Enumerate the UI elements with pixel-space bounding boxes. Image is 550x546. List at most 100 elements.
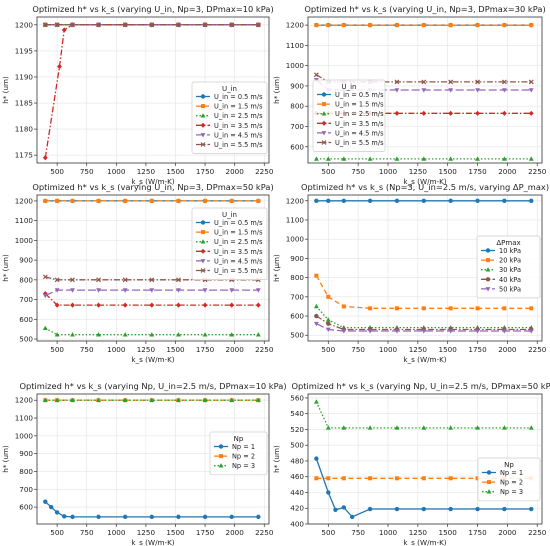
- data-point: [122, 288, 128, 293]
- x-tick-label: 1750: [196, 345, 215, 354]
- data-point: [314, 476, 319, 481]
- data-point: [394, 88, 400, 93]
- data-point: [123, 198, 128, 203]
- data-point: [218, 463, 224, 468]
- y-tick-label: 1200: [286, 196, 305, 205]
- data-point: [448, 506, 453, 512]
- x-tick-label: 750: [80, 528, 94, 537]
- data-point: [368, 306, 373, 311]
- data-point: [42, 293, 48, 299]
- x-tick-label: 500: [50, 345, 64, 354]
- x-tick-label: 1000: [107, 528, 126, 537]
- x-tick-label: 2250: [255, 345, 274, 354]
- data-point: [202, 332, 208, 337]
- legend-entry: 10 kPa: [499, 247, 521, 255]
- series-line: [315, 458, 532, 518]
- y-tick-label: 560: [290, 393, 304, 402]
- legend-box: [191, 81, 268, 154]
- data-point: [341, 329, 347, 334]
- y-tick-label: 500: [290, 441, 304, 450]
- data-point: [321, 92, 327, 97]
- data-point: [57, 63, 62, 70]
- data-point: [394, 425, 400, 430]
- data-point: [326, 294, 331, 299]
- data-point: [54, 288, 60, 293]
- data-point: [61, 27, 67, 33]
- axes-frame: [36, 194, 270, 342]
- y-tick-label: 1195: [15, 46, 33, 55]
- legend-title: Np: [234, 435, 244, 443]
- data-point: [341, 304, 346, 309]
- legend-entry: U_in = 5.5 m/s: [214, 267, 263, 275]
- data-point: [149, 332, 155, 337]
- data-point: [475, 110, 480, 116]
- y-tick-label: 1200: [15, 396, 34, 405]
- data-point: [367, 506, 373, 512]
- data-point: [326, 321, 331, 326]
- y-tick-label: 900: [290, 81, 304, 90]
- data-point: [176, 397, 181, 403]
- data-point: [502, 198, 507, 203]
- x-tick-label: 1500: [166, 528, 185, 537]
- y-tick-label: 700: [290, 292, 304, 301]
- data-point: [487, 480, 491, 485]
- data-point: [321, 131, 327, 136]
- y-tick-label: 1175: [15, 151, 33, 160]
- y-tick-label: 600: [290, 142, 304, 151]
- data-point: [203, 198, 208, 203]
- data-point: [321, 111, 327, 116]
- chart-title: Optimized h* vs k_s (varying Np, U_in=2.…: [291, 381, 550, 391]
- y-axis-label: h* (um): [272, 445, 281, 473]
- y-tick-label: 420: [290, 504, 304, 513]
- data-point: [421, 156, 427, 161]
- data-point: [200, 259, 206, 264]
- x-tick-label: 1500: [166, 167, 185, 176]
- data-point: [200, 113, 206, 118]
- legend-entry: U_in = 5.5 m/s: [214, 141, 263, 149]
- y-tick-label: 1100: [286, 215, 305, 224]
- y-tick-label: 1100: [15, 216, 34, 225]
- y-axis-label: h* (um): [1, 76, 10, 104]
- y-tick-label: 1100: [15, 414, 34, 423]
- legend-entry: U_in = 2.5 m/s: [335, 110, 384, 118]
- data-point: [475, 476, 480, 481]
- data-point: [448, 329, 454, 334]
- data-point: [96, 198, 101, 203]
- data-point: [176, 288, 181, 293]
- data-point: [229, 198, 234, 203]
- data-point: [367, 425, 373, 430]
- data-point: [475, 425, 480, 430]
- data-point: [394, 110, 400, 116]
- data-point: [421, 329, 427, 334]
- x-tick-label: 750: [80, 167, 94, 176]
- data-point: [122, 514, 128, 520]
- data-point: [149, 397, 155, 403]
- series-line: [315, 275, 532, 309]
- data-point: [54, 22, 60, 28]
- legend-title: U_in: [222, 85, 237, 93]
- chart-panel-6: 500 750 1000 1250 1500 1750 2000 2250 400 420 440 4…: [272, 381, 550, 546]
- data-point: [502, 23, 507, 28]
- legend-entry: U_in = 5.5 m/s: [335, 139, 384, 147]
- data-point: [218, 444, 224, 449]
- data-point: [176, 198, 181, 203]
- data-point: [219, 454, 223, 459]
- data-point: [229, 302, 235, 308]
- x-tick-label: 1250: [409, 167, 428, 176]
- data-point: [367, 198, 373, 203]
- legend-entry: U_in = 0.5 m/s: [335, 91, 384, 99]
- y-tick-label: 440: [290, 488, 304, 497]
- data-point: [200, 122, 206, 128]
- x-axis-label: k_s (W/m-K): [131, 355, 174, 364]
- data-point: [149, 302, 155, 308]
- data-point: [448, 476, 453, 481]
- data-point: [421, 306, 426, 311]
- y-tick-label: 700: [290, 122, 304, 131]
- x-tick-label: 1750: [196, 528, 215, 537]
- x-tick-label: 1750: [468, 167, 487, 176]
- legend-box: [209, 431, 268, 476]
- data-point: [202, 22, 208, 28]
- data-point: [448, 88, 454, 93]
